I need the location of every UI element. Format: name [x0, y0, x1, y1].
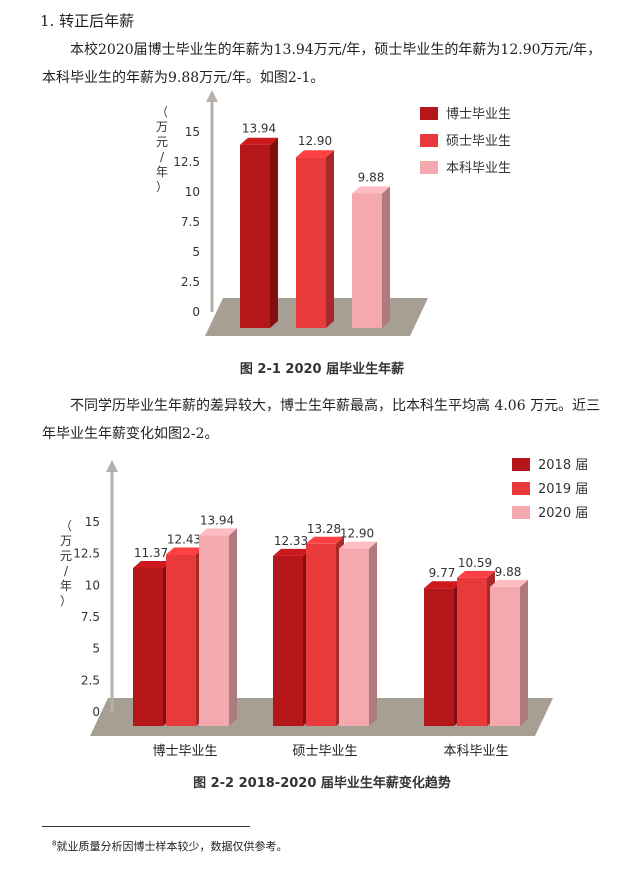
y-tick-label: 0 [192, 305, 200, 319]
bar-2 [352, 193, 382, 328]
legend2-swatch-1 [512, 482, 530, 495]
bar-value-label: 10.59 [458, 556, 492, 570]
bar-s1-g2-top [457, 570, 495, 578]
y-tick-label: 2.5 [81, 673, 100, 687]
y-axis-arrow-icon [106, 460, 118, 472]
bar-s1-g2 [457, 577, 487, 726]
bar-value-label: 13.94 [200, 513, 234, 527]
y-axis-label-char: 元 [60, 549, 72, 563]
paragraph-2: 不同学历毕业生年薪的差异较大，博士生年薪最高，比本科生平均高 4.06 万元。近… [42, 398, 601, 442]
bar-s0-g1 [273, 555, 303, 726]
bar-value-label: 12.90 [298, 134, 332, 148]
y-tick-label: 10 [185, 185, 200, 199]
legend2-label-0: 2018 届 [538, 458, 588, 473]
y-tick-label: 5 [192, 245, 200, 259]
bar-s2-g0-top [199, 528, 237, 536]
chart-2-2-caption: 图 2-2 2018-2020 届毕业生年薪变化趋势 [193, 776, 451, 791]
legend2-label-2: 2020 届 [538, 506, 588, 521]
y-axis-label-char: ） [156, 180, 168, 194]
y-axis-label-char: 年 [156, 165, 168, 179]
bar-0-top [240, 137, 278, 145]
bar-value-label: 12.43 [167, 533, 201, 547]
bar-s2-g0 [199, 535, 229, 726]
footnote-divider [42, 826, 250, 827]
y-axis-label-char: （ [60, 519, 72, 533]
legend2-swatch-2 [512, 506, 530, 519]
bar-value-label: 9.77 [429, 566, 456, 580]
y-tick-label: 15 [85, 515, 100, 529]
y-tick-label: 12.5 [73, 547, 100, 561]
y-axis-label-char: （ [156, 105, 168, 119]
footnote-text: 就业质量分析因博士样本较少，数据仅供参考。 [56, 840, 288, 853]
bar-s1-g1-top [306, 536, 344, 544]
y-tick-label: 7.5 [81, 610, 100, 624]
bar-s1-g0 [166, 554, 196, 726]
bar-1-top [296, 150, 334, 158]
bar-value-label: 9.88 [495, 565, 522, 579]
y-tick-label: 5 [92, 642, 100, 656]
bar-1 [296, 157, 326, 328]
y-axis-arrow-icon [206, 90, 218, 102]
y-axis-label-char: 万 [60, 534, 72, 548]
bar-s0-g0-top [133, 560, 171, 568]
y-tick-label: 12.5 [173, 155, 200, 169]
legend-label-2: 本科毕业生 [446, 161, 511, 176]
legend-swatch-2 [420, 161, 438, 174]
bar-value-label: 12.90 [340, 527, 374, 541]
bar-s0-g0 [133, 567, 163, 726]
y-axis-label-char: ） [60, 594, 72, 608]
bar-s1-g0-top [166, 547, 204, 555]
chart-2-1-caption: 图 2-1 2020 届毕业生年薪 [239, 362, 405, 377]
bar-value-label: 11.37 [134, 546, 168, 560]
section-heading: 1. 转正后年薪 [40, 12, 135, 30]
bar-s0-g2 [424, 588, 454, 726]
bar-1-side [326, 150, 334, 328]
bar-s2-g1-top [339, 541, 377, 549]
bar-s2-g0-side [229, 528, 237, 726]
y-axis-label-char: / [160, 150, 165, 164]
bar-0-side [270, 137, 278, 328]
legend-label-0: 博士毕业生 [446, 107, 511, 122]
legend-swatch-1 [420, 134, 438, 147]
footnote: 8就业质量分析因博士样本较少，数据仅供参考。 [52, 838, 287, 854]
y-axis-label-char: / [64, 564, 69, 578]
legend2-swatch-0 [512, 458, 530, 471]
category-label: 博士毕业生 [152, 744, 217, 759]
legend-swatch-0 [420, 107, 438, 120]
y-axis-label-char: 万 [156, 120, 168, 134]
bar-s0-g1-top [273, 548, 311, 556]
paragraph-1: 本校2020届博士毕业生的年薪为13.94万元/年，硕士毕业生的年薪为12.90… [42, 42, 602, 86]
bar-s2-g1-side [369, 541, 377, 726]
bar-value-label: 13.28 [307, 522, 341, 536]
bar-value-label: 9.88 [358, 170, 385, 184]
bar-s0-g2-top [424, 581, 462, 589]
bar-s2-g1 [339, 548, 369, 726]
y-tick-label: 15 [185, 125, 200, 139]
legend2-label-1: 2019 届 [538, 482, 588, 497]
bar-2-side [382, 186, 390, 328]
bar-2-top [352, 186, 390, 194]
y-axis-label-char: 年 [60, 579, 72, 593]
chart-2-2: 15 12.5 10 7.5 5 2.5 0 （万元/年） 11.37 12.33 9.77 12.4… [60, 458, 588, 759]
y-tick-label: 7.5 [181, 215, 200, 229]
y-tick-label: 2.5 [181, 275, 200, 289]
y-axis-label-char: 元 [156, 135, 168, 149]
bar-value-label: 13.94 [242, 122, 276, 136]
y-tick-label: 10 [85, 578, 100, 592]
footnote-mark: 8 [52, 839, 57, 848]
category-label: 硕士毕业生 [292, 744, 357, 759]
bar-s2-g2 [490, 586, 520, 726]
bar-s2-g2-top [490, 579, 528, 587]
y-tick-label: 0 [92, 705, 100, 719]
bar-0 [240, 144, 270, 328]
bar-value-label: 12.33 [274, 534, 308, 548]
category-label: 本科毕业生 [443, 744, 508, 759]
legend-label-1: 硕士毕业生 [446, 134, 511, 149]
bar-s2-g2-side [520, 579, 528, 726]
chart-2-1: 15 12.5 10 7.5 5 2.5 0 （万元/年） 13.94 12.90 9.88 博士毕业… [156, 90, 511, 336]
bar-s1-g1 [306, 543, 336, 726]
